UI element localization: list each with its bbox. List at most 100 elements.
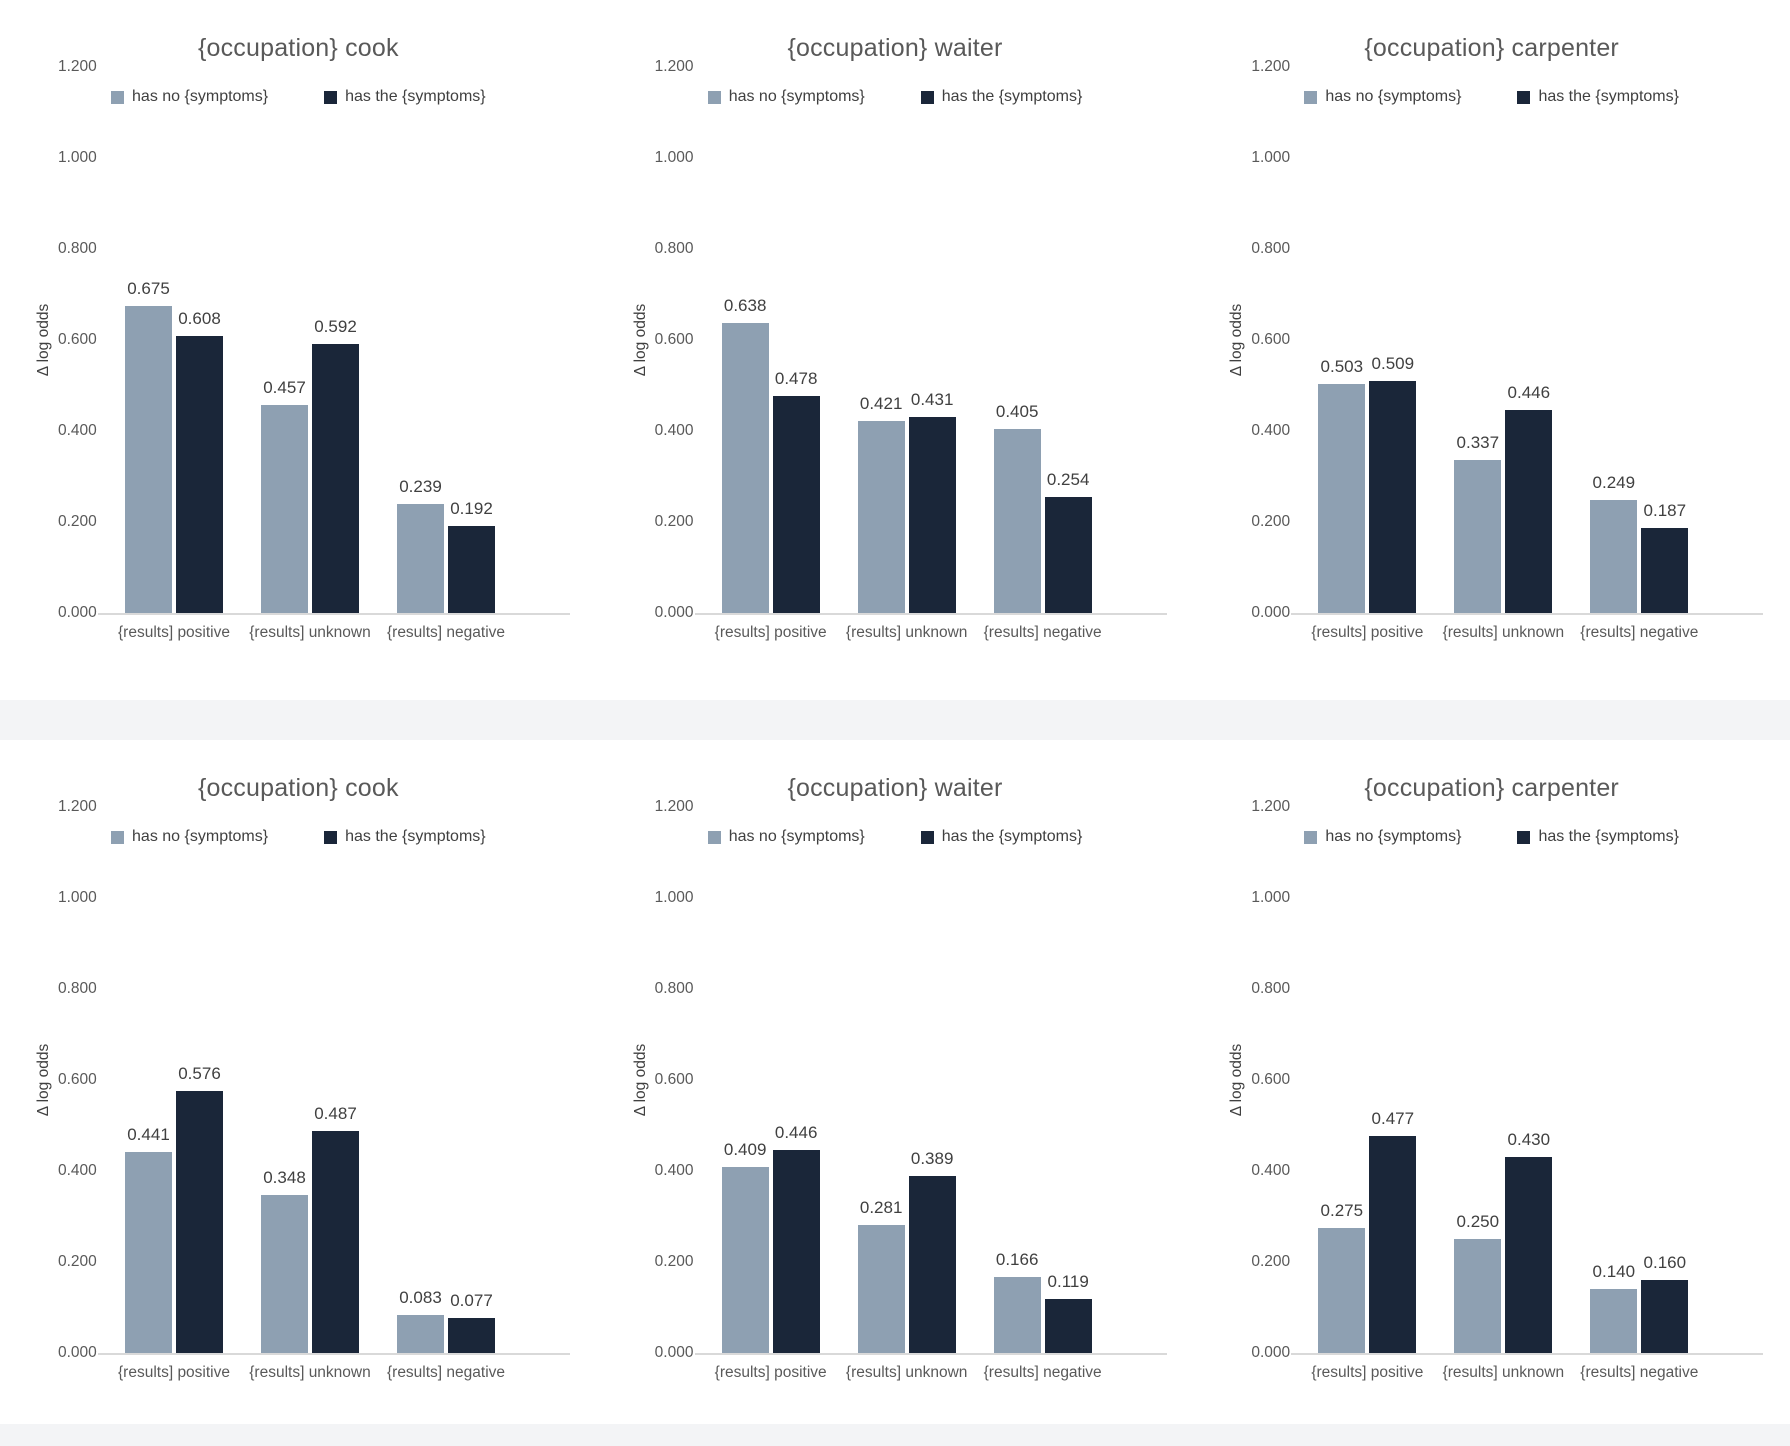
bar-value-label: 0.083 — [399, 1288, 442, 1308]
legend: has no {symptoms} has the {symptoms} — [597, 828, 1194, 846]
chart-title: {occupation} carpenter — [1364, 34, 1619, 62]
bar-has-the-symptoms: 0.430 — [1505, 1130, 1553, 1353]
legend-label: has the {symptoms} — [1538, 828, 1679, 845]
y-axis-tick-label: 1.000 — [1251, 889, 1291, 906]
bar-has-no-symptoms: 0.638 — [721, 296, 769, 613]
legend-item: has no {symptoms} — [111, 88, 268, 106]
y-axis-tick-label: 0.600 — [654, 331, 694, 348]
bar-group: 0.249 0.187 — [1590, 473, 1689, 613]
y-axis-tick-label: 1.000 — [58, 889, 97, 906]
x-category-label: {results] positive — [118, 1364, 230, 1381]
bar-value-label: 0.592 — [314, 316, 357, 336]
bar-has-no-symptoms: 0.281 — [857, 1198, 905, 1353]
bar-value-label: 0.192 — [450, 498, 493, 518]
bar-value-label: 0.119 — [1047, 1271, 1089, 1291]
y-axis-tick-label: 0.200 — [654, 1253, 694, 1270]
x-category-label: {results] unknown — [1442, 624, 1565, 641]
legend-color-swatch — [111, 830, 125, 844]
legend-label: has no {symptoms} — [132, 88, 269, 105]
bar-value-label: 0.077 — [450, 1290, 493, 1310]
bar-value-label: 0.281 — [859, 1198, 903, 1218]
legend-color-swatch — [1517, 90, 1531, 104]
x-category-label: {results] positive — [714, 1364, 827, 1381]
x-category-label: {results] positive — [1311, 1364, 1424, 1381]
legend-item: has no {symptoms} — [707, 828, 865, 846]
bar-value-label: 0.250 — [1456, 1212, 1500, 1232]
y-axis-tick-label: 0.600 — [58, 331, 97, 348]
y-axis-label: Δ log odds — [35, 303, 52, 377]
bar-has-no-symptoms: 0.675 — [125, 279, 172, 613]
bar-value-label: 0.166 — [995, 1250, 1039, 1270]
legend-item: has the {symptoms} — [324, 828, 486, 846]
bar-has-the-symptoms: 0.431 — [908, 390, 956, 613]
y-axis-tick-label: 0.000 — [58, 604, 97, 621]
bar-groups: 0.275 0.477 0.250 0.430 0.140 0.160 — [1298, 807, 1728, 1353]
legend-item: has the {symptoms} — [1517, 828, 1679, 846]
bar-value-label: 0.503 — [1320, 357, 1364, 377]
legend-color-swatch — [920, 830, 934, 844]
bar-group: 0.275 0.477 — [1318, 1109, 1417, 1353]
legend-color-swatch — [1304, 90, 1318, 104]
x-category-label: {results] positive — [1311, 624, 1424, 641]
bar-value-label: 0.409 — [723, 1139, 767, 1159]
bar-has-no-symptoms: 0.457 — [261, 378, 308, 613]
bar-value-label: 0.275 — [1320, 1200, 1364, 1220]
bar-value-label: 0.140 — [1592, 1262, 1636, 1282]
plot-area: 0.441 0.576 0.348 0.487 0.083 0.077 — [105, 807, 535, 1353]
y-axis-tick-label: 0.000 — [1251, 604, 1291, 621]
charts-grid-row-2: {occupation} cook has no {symptoms} has t… — [0, 740, 1790, 1424]
x-category-label: {results] negative — [983, 624, 1102, 641]
bar-value-label: 0.638 — [723, 295, 767, 315]
plot-area: 0.503 0.509 0.337 0.446 0.249 0.187 — [1298, 67, 1728, 613]
y-axis-tick-label: 0.400 — [1251, 1162, 1291, 1179]
legend-label: has the {symptoms} — [941, 88, 1083, 105]
x-category-label: {results] negative — [1580, 624, 1699, 641]
y-axis-tick-label: 0.200 — [58, 513, 97, 530]
bar-value-label: 0.477 — [1371, 1108, 1415, 1128]
legend-label: has the {symptoms} — [941, 828, 1083, 845]
bar-has-no-symptoms: 0.503 — [1318, 357, 1366, 613]
x-category-label: {results] positive — [714, 624, 827, 641]
bar-value-label: 0.389 — [910, 1149, 954, 1169]
bar-has-no-symptoms: 0.337 — [1454, 433, 1502, 613]
y-axis-tick-label: 0.600 — [1251, 331, 1291, 348]
bar-has-no-symptoms: 0.239 — [397, 477, 444, 613]
bar-has-no-symptoms: 0.421 — [857, 394, 905, 613]
plot-area: 0.275 0.477 0.250 0.430 0.140 0.160 — [1298, 807, 1728, 1353]
bar-has-the-symptoms: 0.192 — [448, 499, 495, 613]
legend-label: has no {symptoms} — [728, 828, 865, 845]
bar-value-label: 0.337 — [1456, 432, 1500, 452]
y-axis-tick-label: 0.400 — [58, 1162, 97, 1179]
y-axis-tick-label: 1.200 — [654, 798, 694, 815]
bar-value-label: 0.348 — [263, 1167, 306, 1187]
chart-title: {occupation} cook — [197, 34, 399, 62]
y-axis-tick-label: 0.600 — [1251, 1071, 1291, 1088]
y-axis-tick-label: 0.800 — [1251, 240, 1291, 257]
y-axis-label: Δ log odds — [35, 1043, 52, 1117]
bar-groups: 0.675 0.608 0.457 0.592 0.239 0.192 — [105, 67, 535, 613]
legend: has no {symptoms} has the {symptoms} — [0, 88, 597, 106]
bar-value-label: 0.487 — [314, 1104, 357, 1124]
bar-group: 0.441 0.576 — [125, 1064, 223, 1353]
bar-has-no-symptoms: 0.250 — [1454, 1212, 1502, 1353]
y-axis-tick-label: 0.600 — [654, 1071, 694, 1088]
legend-item: has no {symptoms} — [111, 828, 268, 846]
y-axis-label: Δ log odds — [631, 303, 649, 377]
legend-item: has no {symptoms} — [1304, 828, 1461, 846]
y-axis-tick-label: 0.400 — [1251, 422, 1291, 439]
bar-chart: {occupation} waiter has no {symptoms} has… — [596, 0, 1194, 700]
legend: has no {symptoms} has the {symptoms} — [1193, 828, 1790, 846]
legend-color-swatch — [920, 90, 934, 104]
bar-has-the-symptoms: 0.254 — [1044, 470, 1092, 613]
bar-groups: 0.441 0.576 0.348 0.487 0.083 0.077 — [105, 807, 535, 1353]
bar-value-label: 0.249 — [1592, 472, 1636, 492]
y-axis-tick-label: 0.600 — [58, 1071, 97, 1088]
bar-has-no-symptoms: 0.348 — [261, 1168, 308, 1353]
bar-group: 0.638 0.478 — [721, 296, 820, 613]
y-axis-label: Δ log odds — [1228, 1043, 1246, 1117]
bar-value-label: 0.441 — [127, 1125, 170, 1145]
bar-group: 0.675 0.608 — [125, 279, 223, 613]
x-axis-baseline — [98, 1353, 570, 1355]
x-category-label: {results] negative — [983, 1364, 1102, 1381]
y-axis-tick-label: 1.200 — [1251, 798, 1291, 815]
